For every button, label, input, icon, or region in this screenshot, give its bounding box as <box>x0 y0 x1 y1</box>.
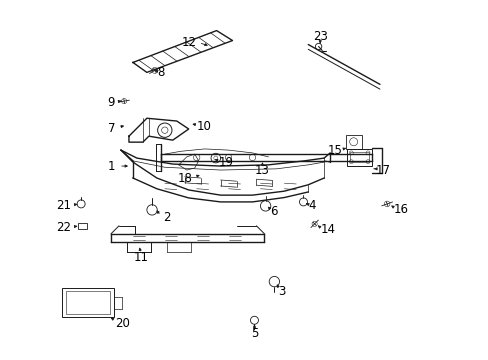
Bar <box>346 149 371 166</box>
Text: 6: 6 <box>270 205 277 219</box>
Text: 20: 20 <box>115 317 130 330</box>
Text: 8: 8 <box>157 66 164 79</box>
Text: 9: 9 <box>107 96 115 109</box>
Text: 10: 10 <box>196 120 211 133</box>
Text: 13: 13 <box>254 163 269 176</box>
Text: 3: 3 <box>278 285 285 298</box>
Text: 21: 21 <box>56 199 71 212</box>
Text: 5: 5 <box>250 327 258 340</box>
Text: 14: 14 <box>320 223 334 236</box>
Bar <box>345 135 361 149</box>
Text: 11: 11 <box>133 251 148 264</box>
Bar <box>66 291 110 314</box>
Text: 17: 17 <box>375 163 390 176</box>
Text: 7: 7 <box>107 122 115 135</box>
Bar <box>350 152 368 162</box>
Text: 18: 18 <box>178 171 192 185</box>
Text: 4: 4 <box>307 199 315 212</box>
Text: 19: 19 <box>218 156 233 168</box>
Text: 23: 23 <box>312 30 327 43</box>
Bar <box>62 288 114 318</box>
Text: 16: 16 <box>393 203 408 216</box>
Text: 22: 22 <box>56 221 71 234</box>
Text: 12: 12 <box>182 36 196 49</box>
Text: 15: 15 <box>326 144 342 157</box>
Bar <box>78 222 86 229</box>
Text: 1: 1 <box>107 159 115 172</box>
Text: 2: 2 <box>163 211 170 224</box>
